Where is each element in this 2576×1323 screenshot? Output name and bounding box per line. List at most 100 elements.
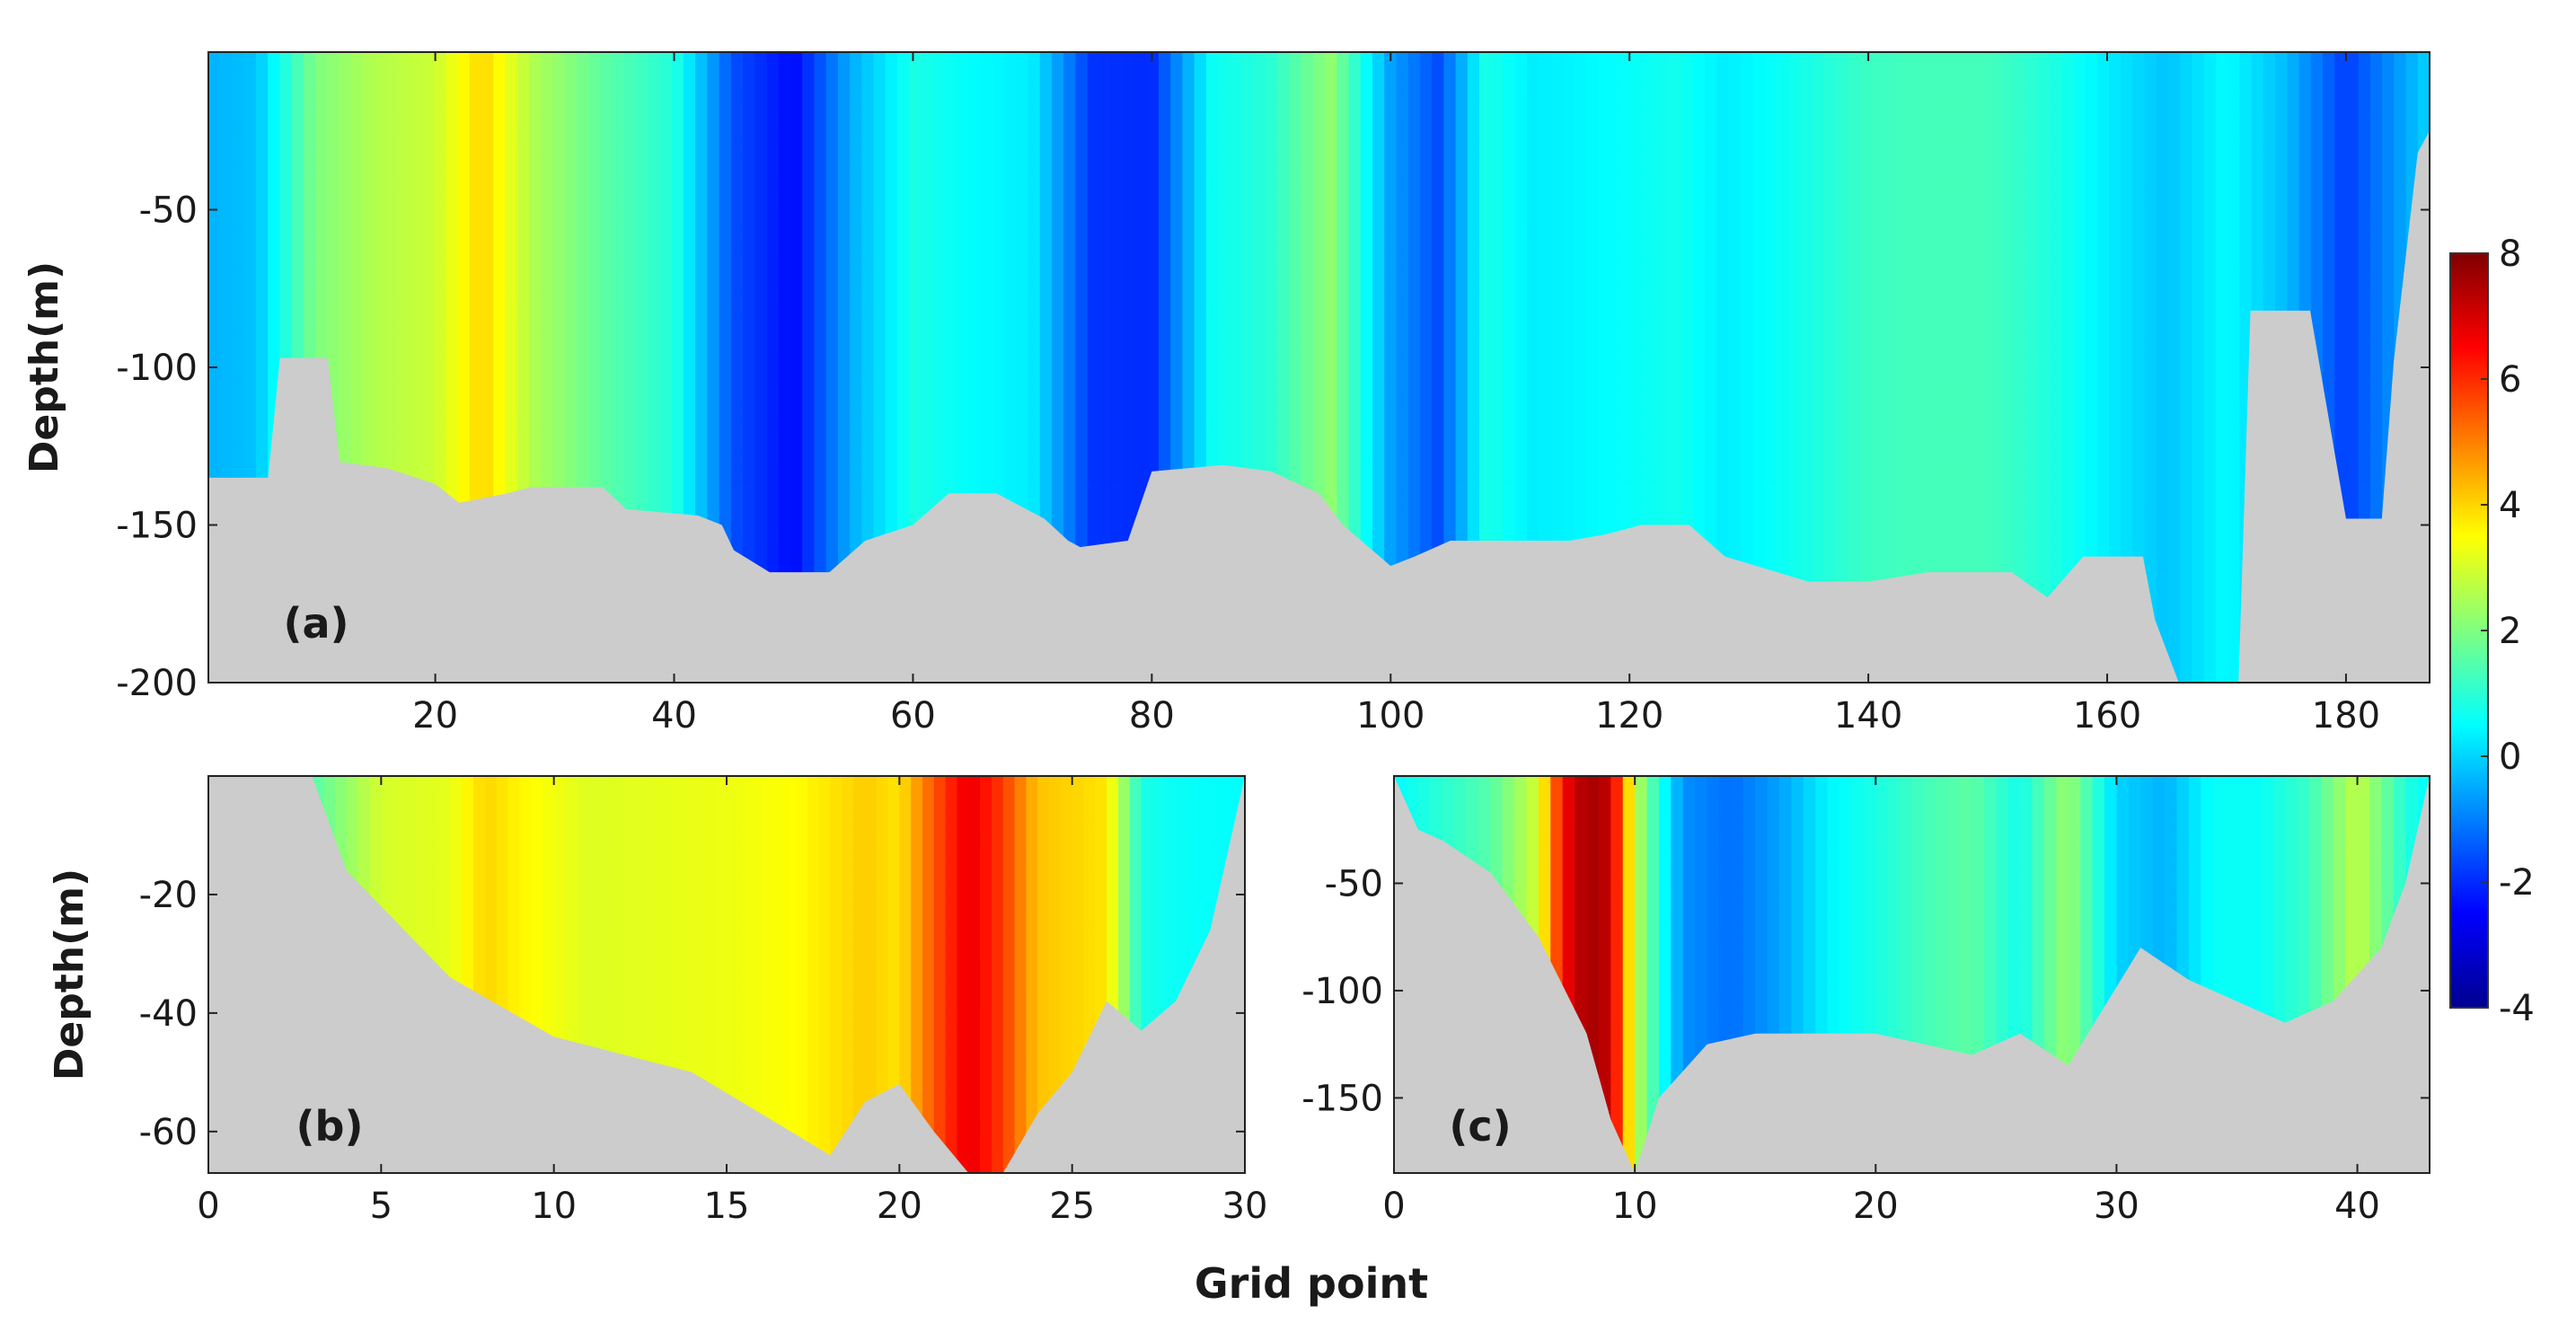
field-cell [921,228,934,243]
field-cell [2144,52,2157,66]
field-cell [671,216,684,230]
field-cell [957,266,970,280]
field-cell [992,203,1005,217]
field-cell [1182,102,1195,116]
field-cell [243,115,257,129]
field-cell [600,380,613,393]
field-cell [1669,367,1682,381]
field-cell [505,65,518,78]
field-cell [1063,304,1077,318]
field-cell [255,165,269,180]
field-cell [671,190,684,205]
field-cell [1883,216,1896,230]
field-cell [1693,304,1707,318]
field-cell [2037,216,2051,230]
field-cell [350,291,364,305]
field-cell [2358,278,2371,293]
field-cell [1491,341,1504,356]
field-cell [730,216,744,230]
field-cell [980,380,993,393]
field-cell [327,266,340,280]
field-cell [2287,178,2300,192]
field-cell [850,216,863,230]
field-cell [1681,304,1694,318]
field-cell [2251,266,2264,280]
field-cell [2251,203,2264,217]
field-cell [2215,241,2228,255]
field-cell [2382,178,2395,192]
field-cell [2037,291,2051,305]
field-cell [2085,241,2098,255]
field-cell [861,278,875,293]
field-cell [2192,316,2205,331]
field-cell [754,52,768,66]
field-cell [2334,354,2348,368]
field-cell [303,329,316,343]
field-cell [1098,291,1112,305]
field-cell [897,380,911,393]
field-cell [2180,291,2193,305]
field-cell [1360,354,1373,368]
field-cell [1123,190,1136,205]
field-cell [516,228,530,243]
field-cell [2037,165,2051,180]
field-cell [541,52,554,66]
field-cell [1787,228,1801,243]
field-cell [1705,52,1718,66]
field-cell [339,190,352,205]
field-cell [1550,203,1564,217]
field-cell [588,203,602,217]
field-cell [1835,115,1848,129]
field-cell [1919,291,1932,305]
field-cell [2049,65,2062,78]
field-cell [1728,241,1742,255]
field-cell [814,77,827,91]
field-cell [790,165,804,180]
field-cell [469,52,482,66]
field-cell [2203,178,2217,192]
field-cell [2073,128,2086,142]
field-cell [2001,228,2015,243]
field-cell [719,203,732,217]
field-cell [303,128,316,142]
field-cell [552,316,566,331]
field-cell [2346,291,2360,305]
field-cell [2287,102,2300,116]
field-cell [375,304,388,318]
field-cell [232,128,245,142]
field-cell [2180,190,2193,205]
field-cell [1728,354,1742,368]
field-cell [2037,115,2051,129]
field-cell [2049,341,2062,356]
field-cell [1443,128,1457,142]
field-cell [932,228,946,243]
field-cell [232,329,245,343]
field-cell [1598,304,1611,318]
field-cell [1894,329,1908,343]
field-cell [968,203,982,217]
field-cell [1514,291,1528,305]
field-cell [1562,253,1575,268]
field-cell [1740,228,1753,243]
field-cell [1859,140,1873,154]
field-cell [2132,153,2146,167]
field-cell [1705,216,1718,230]
field-cell [232,228,245,243]
field-cell [2405,102,2419,116]
field-cell [1871,216,1884,230]
field-cell [1384,278,1398,293]
field-cell [1265,190,1279,205]
field-cell [1539,278,1552,293]
field-cell [1289,341,1302,356]
field-cell [2239,304,2253,318]
field-cell [541,266,554,280]
field-cell [1016,341,1029,356]
field-cell [671,90,684,103]
field-cell [600,102,613,116]
field-cell [909,140,922,154]
field-cell [422,52,436,66]
field-cell [683,367,696,381]
field-cell [1621,228,1635,243]
field-cell [291,165,304,180]
field-cell [1586,253,1600,268]
